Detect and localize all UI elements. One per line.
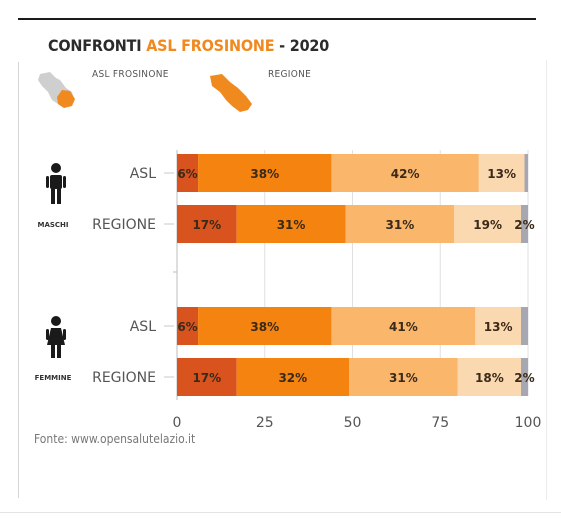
bottom-rule — [0, 512, 561, 513]
category-label: REGIONE — [92, 217, 156, 233]
bar-segment — [177, 358, 237, 396]
data-label: 31% — [277, 218, 306, 232]
data-label: 17% — [192, 371, 221, 385]
data-label: 17% — [192, 218, 221, 232]
category-label: ASL — [130, 166, 156, 182]
map-region-icon — [210, 74, 252, 112]
bar-segment — [198, 307, 332, 345]
map-asl-icon — [38, 72, 75, 108]
bar-segment — [348, 358, 458, 396]
bar-segment — [236, 358, 349, 396]
data-label: 6% — [177, 167, 197, 181]
data-label: 41% — [389, 320, 418, 334]
bar-segment — [520, 358, 528, 396]
bar-segment — [475, 307, 521, 345]
bar-segment — [236, 205, 346, 243]
bar-segment — [331, 307, 476, 345]
group-label-female: FEMMINE — [35, 374, 72, 382]
legend-region-label: REGIONE — [268, 69, 312, 80]
right-rule — [546, 60, 547, 500]
data-label: 38% — [250, 167, 279, 181]
x-tick-label: 0 — [173, 415, 182, 431]
title-suffix: - 2020 — [274, 36, 330, 55]
bar-segment — [345, 205, 455, 243]
bar-segment — [524, 154, 528, 192]
plot-area: ASL 6% 38% 42% 13% REGIONE 17% 31% 31% 19% 2% ASL 6%… — [92, 150, 541, 431]
data-label: 31% — [386, 218, 415, 232]
data-label: 19% — [473, 218, 502, 232]
x-tick-label: 25 — [256, 415, 274, 431]
bar-segment — [177, 154, 199, 192]
data-label: 32% — [278, 371, 307, 385]
bar-segment — [454, 205, 521, 243]
x-tick-label: 100 — [515, 415, 542, 431]
bar-segment — [331, 154, 479, 192]
group-label-male: MASCHI — [37, 221, 68, 229]
data-label: 38% — [250, 320, 279, 334]
bar-segment — [478, 154, 525, 192]
bar-segment — [520, 307, 528, 345]
left-rule — [18, 62, 19, 498]
data-label: 2% — [514, 218, 534, 232]
bar-segment — [177, 307, 199, 345]
x-tick-label: 75 — [431, 415, 449, 431]
chart-title: CONFRONTI ASL FROSINONE - 2020 — [48, 36, 329, 55]
female-person-icon — [46, 316, 66, 358]
bar-segment — [177, 205, 237, 243]
title-prefix: CONFRONTI — [48, 36, 147, 55]
data-label: 6% — [177, 320, 197, 334]
legend-asl-label: ASL FROSINONE — [92, 69, 169, 80]
bar-segment — [198, 154, 332, 192]
male-person-icon — [46, 163, 66, 204]
data-label: 13% — [487, 167, 516, 181]
category-label: ASL — [130, 319, 156, 335]
category-label: REGIONE — [92, 370, 156, 386]
data-label: 31% — [389, 371, 418, 385]
data-label: 18% — [475, 371, 504, 385]
bar-segment — [520, 205, 528, 243]
data-label: 42% — [391, 167, 420, 181]
source-note: Fonte: www.opensalutelazio.it — [34, 432, 196, 446]
title-highlight: ASL FROSINONE — [146, 36, 275, 55]
bar-segment — [457, 358, 521, 396]
data-label: 13% — [484, 320, 513, 334]
top-rule — [18, 18, 536, 20]
x-tick-label: 50 — [344, 415, 362, 431]
data-label: 2% — [514, 371, 534, 385]
